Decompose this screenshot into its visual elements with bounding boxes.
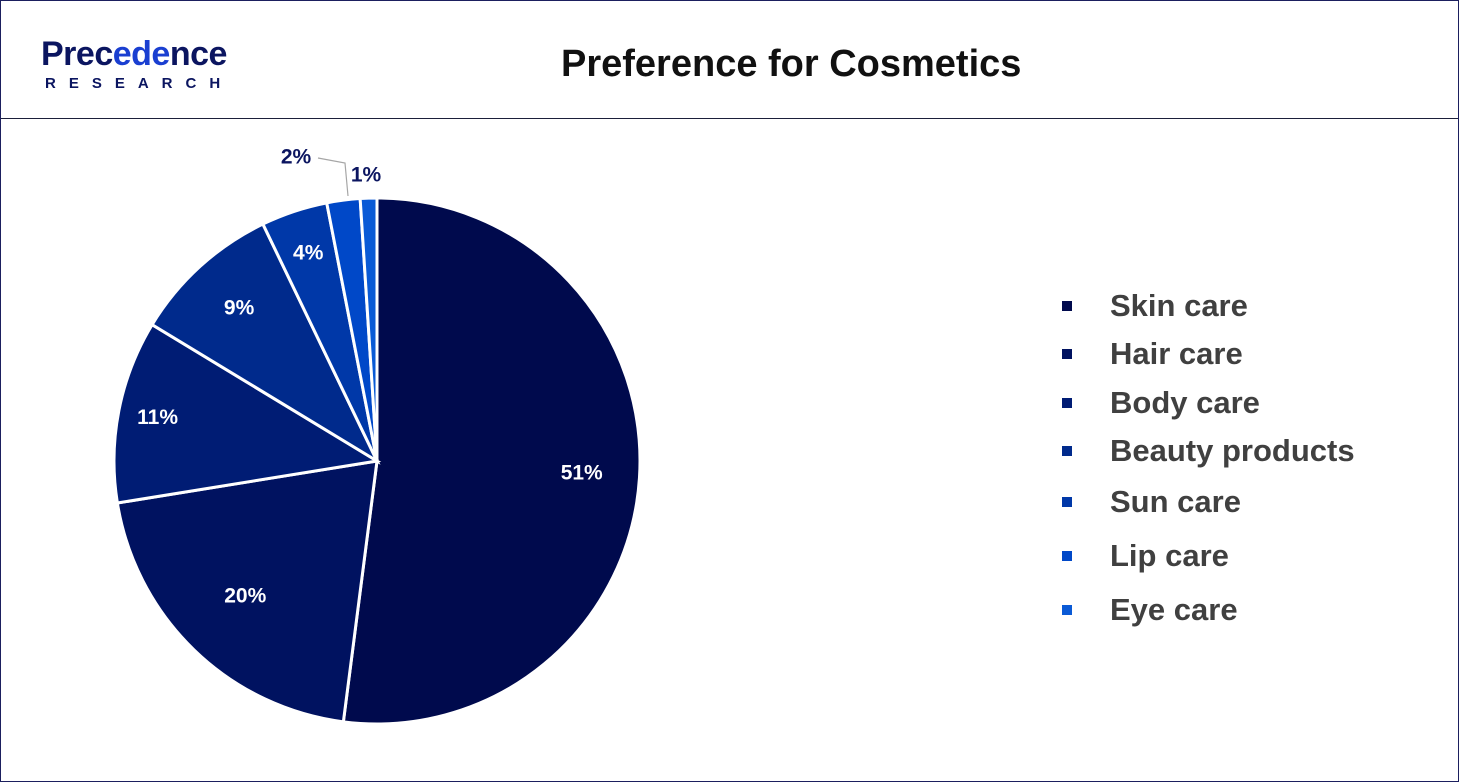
data-label-beauty-products: 9% — [224, 297, 255, 320]
data-label-eye-care: 1% — [351, 164, 382, 187]
logo-word-end: nce — [169, 35, 228, 73]
leader-line-lip-care — [317, 157, 349, 197]
pie-chart: 51% 20% 11% 9% 4% 2% 1% — [112, 146, 642, 726]
pie-slice-body-care — [112, 322, 382, 505]
legend-swatch — [1062, 551, 1072, 561]
data-label-lip-care: 2% — [281, 146, 312, 169]
data-label-hair-care: 20% — [224, 585, 266, 608]
legend-label: Body care — [1110, 385, 1260, 420]
legend-label: Lip care — [1110, 538, 1229, 573]
legend-swatch — [1062, 446, 1072, 456]
legend-item-body-care: Body care — [1062, 385, 1402, 421]
legend-swatch — [1062, 398, 1072, 408]
data-label-sun-care: 4% — [293, 241, 324, 264]
data-label-body-care: 11% — [137, 406, 178, 429]
legend-label: Sun care — [1110, 484, 1241, 519]
legend-item-hair-care: Hair care — [1062, 336, 1402, 372]
chart-title: Preference for Cosmetics — [561, 43, 1022, 85]
legend-swatch — [1062, 497, 1072, 507]
legend-swatch — [1062, 301, 1072, 311]
pie-slice-skin-care — [341, 196, 642, 726]
legend-swatch — [1062, 349, 1072, 359]
logo-word-accent: ede — [112, 35, 171, 73]
data-label-skin-care: 51% — [561, 462, 603, 485]
legend-swatch — [1062, 605, 1072, 615]
brand-logo: Precedence RESEARCH — [41, 35, 261, 97]
legend-label: Hair care — [1110, 336, 1243, 371]
logo-subtitle: RESEARCH — [45, 75, 234, 92]
logo-word-start: Prec — [41, 35, 113, 73]
pie-slice-beauty-products — [150, 222, 381, 465]
legend-item-skin-care: Skin care — [1062, 288, 1402, 324]
pie-slice-hair-care — [115, 459, 379, 724]
legend-label: Eye care — [1110, 592, 1238, 627]
pie-slice-eye-care — [358, 196, 379, 462]
legend-item-beauty-products: Beauty products — [1062, 433, 1402, 469]
legend-item-sun-care: Sun care — [1062, 484, 1402, 520]
logo-wordmark: Precedence — [41, 35, 227, 74]
legend-label: Beauty products — [1110, 433, 1355, 468]
header: Precedence RESEARCH Preference for Cosme… — [1, 1, 1458, 119]
legend-item-eye-care: Eye care — [1062, 592, 1402, 628]
legend-item-lip-care: Lip care — [1062, 538, 1402, 574]
legend-label: Skin care — [1110, 288, 1248, 323]
